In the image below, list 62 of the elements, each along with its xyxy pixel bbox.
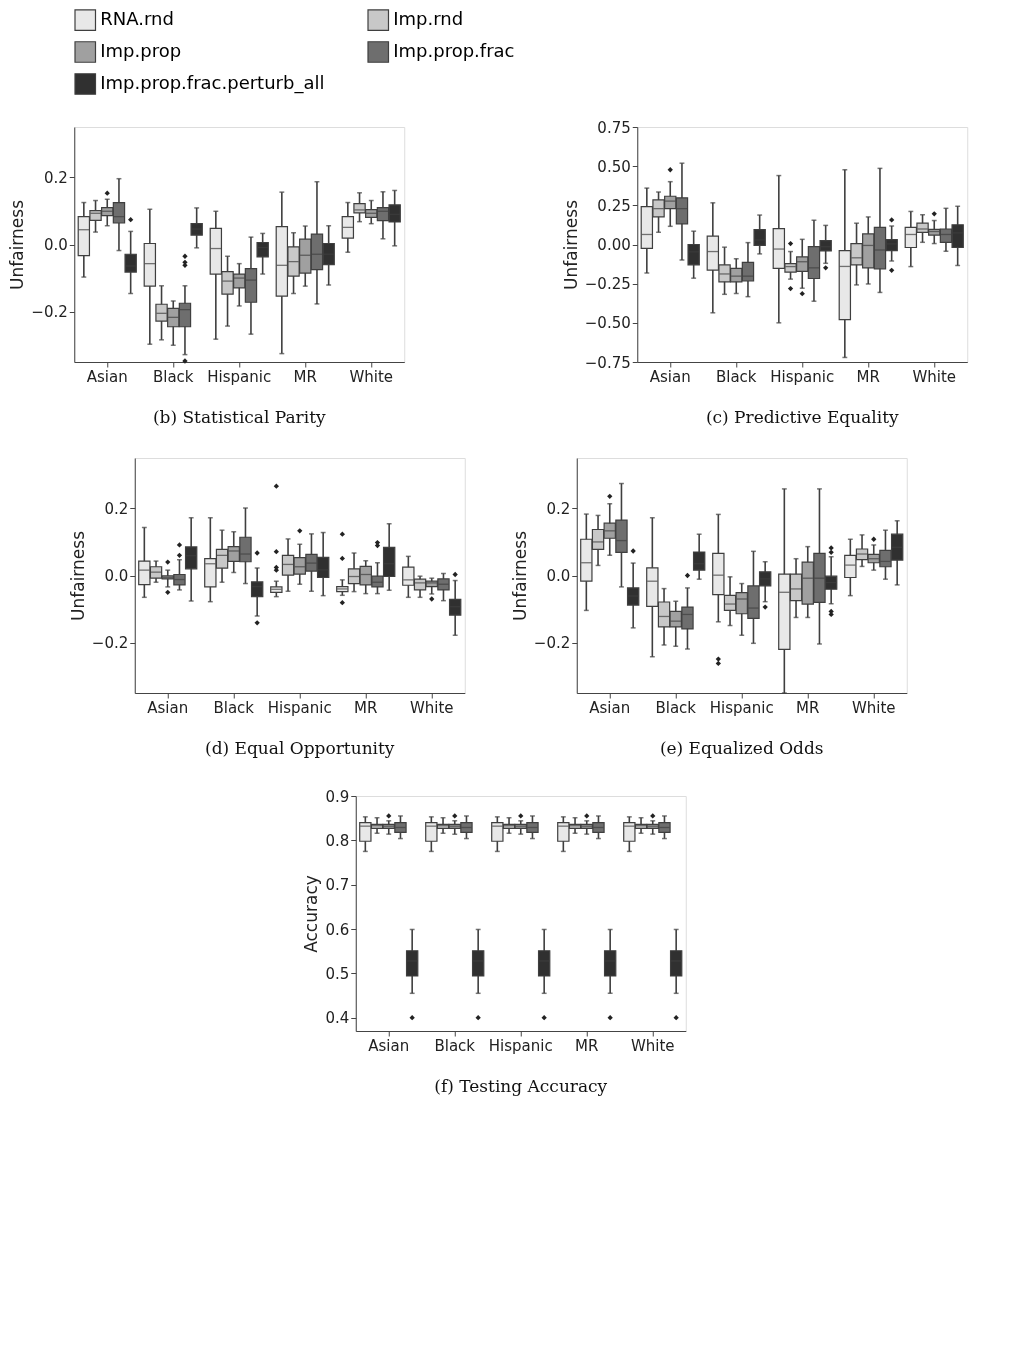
y-tick-label: 0.25: [597, 196, 631, 215]
legend-label: Imp.prop.frac.perturb_all: [100, 72, 325, 94]
y-tick-label: 0.4: [325, 1009, 350, 1028]
text: (c) Predictive Equality: [705, 407, 899, 427]
y-tick-label: 0.50: [597, 157, 631, 176]
y-tick-label: 0.7: [325, 876, 350, 895]
x-tick-label: Asian: [589, 698, 631, 717]
x-tick-label: White: [349, 367, 394, 386]
text: (b) Statistical Parity: [152, 407, 327, 427]
y-tick-label: 0.0: [546, 567, 571, 585]
y-tick-label: −0.50: [584, 314, 631, 333]
x-tick-label: MR: [856, 367, 880, 386]
y-tick-label: −0.2: [91, 634, 129, 653]
y-tick-label: 0.2: [546, 499, 571, 518]
y-tick-label: 0.75: [597, 118, 631, 137]
text: (f) Testing Accuracy: [434, 1076, 608, 1096]
x-tick-label: White: [851, 698, 896, 717]
x-tick-label: Black: [213, 698, 255, 717]
x-tick-label: Hispanic: [770, 367, 835, 386]
x-tick-label: White: [912, 367, 957, 386]
y-tick-label: −0.2: [533, 634, 571, 653]
x-tick-label: Black: [655, 698, 697, 717]
y-tick-label: 0.00: [597, 236, 631, 254]
x-tick-label: Hispanic: [488, 1036, 553, 1055]
y-tick-label: 0.0: [43, 236, 68, 254]
y-tick-label: −0.2: [31, 303, 68, 322]
x-tick-label: Asian: [368, 1036, 410, 1055]
y-axis-title: Unfairness: [7, 199, 28, 290]
y-tick-label: 0.2: [43, 168, 68, 187]
y-axis-title: Unfairness: [560, 199, 581, 290]
x-tick-label: Hispanic: [207, 367, 272, 386]
x-tick-label: Asian: [649, 367, 691, 386]
y-tick-label: 0.5: [325, 964, 350, 983]
x-tick-label: MR: [796, 698, 820, 717]
text: (d) Equal Opportunity: [205, 738, 395, 758]
text: (e) Equalized Odds: [659, 738, 824, 758]
legend-label: RNA.rnd: [100, 8, 174, 30]
x-tick-label: MR: [575, 1036, 599, 1055]
legend-label: Imp.rnd: [393, 8, 464, 30]
y-tick-label: 0.0: [104, 567, 129, 585]
y-axis-title: Accuracy: [301, 875, 322, 953]
x-tick-label: MR: [293, 367, 317, 386]
y-tick-label: −0.25: [584, 275, 631, 294]
y-tick-label: 0.8: [325, 831, 350, 850]
x-tick-label: Asian: [86, 367, 128, 386]
y-tick-label: 0.6: [325, 920, 350, 939]
x-tick-label: Black: [152, 367, 194, 386]
y-tick-label: −0.75: [584, 353, 631, 372]
x-tick-label: Hispanic: [267, 698, 332, 717]
x-tick-label: Asian: [147, 698, 189, 717]
legend-label: Imp.prop: [100, 40, 182, 61]
x-tick-label: Hispanic: [709, 698, 774, 717]
x-tick-label: White: [630, 1036, 675, 1055]
x-tick-label: MR: [354, 698, 378, 717]
y-tick-label: 0.2: [104, 499, 129, 518]
y-tick-label: 0.9: [325, 787, 350, 806]
y-axis-title: Unfairness: [67, 530, 88, 621]
legend-label: Imp.prop.frac: [393, 40, 515, 61]
x-tick-label: Black: [434, 1036, 476, 1055]
x-tick-label: White: [409, 698, 454, 717]
y-axis-title: Unfairness: [509, 530, 530, 621]
x-tick-label: Black: [715, 367, 757, 386]
